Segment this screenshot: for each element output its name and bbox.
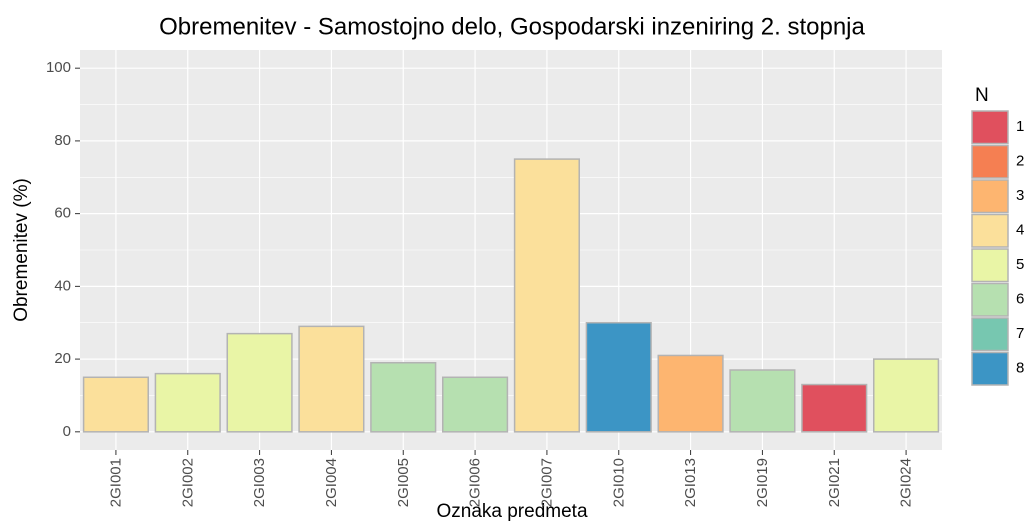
x-tick-label: 2GI004 bbox=[323, 458, 340, 507]
legend-key bbox=[971, 144, 1009, 179]
y-tick-label: 80 bbox=[54, 132, 71, 149]
y-tick-label: 40 bbox=[54, 277, 71, 294]
legend-label: 8 bbox=[1016, 360, 1024, 377]
legend-key bbox=[971, 282, 1009, 317]
y-axis-title: Obremenitev (%) bbox=[11, 178, 32, 322]
x-tick-label: 2GI002 bbox=[179, 458, 196, 507]
bar bbox=[226, 332, 293, 433]
bar bbox=[585, 321, 652, 433]
x-tick-label: 2GI021 bbox=[826, 458, 843, 507]
x-tick-label: 2GI019 bbox=[754, 458, 771, 507]
legend-key bbox=[971, 110, 1009, 145]
x-tick-label: 2GI001 bbox=[107, 458, 124, 507]
x-tick-label: 2GI006 bbox=[467, 458, 484, 507]
x-tick-label: 2GI013 bbox=[682, 458, 699, 507]
y-tick-label: 60 bbox=[54, 205, 71, 222]
x-tick-label: 2GI024 bbox=[898, 458, 915, 507]
legend-label: 6 bbox=[1016, 291, 1024, 308]
legend-key bbox=[971, 317, 1009, 352]
legend-key bbox=[971, 213, 1009, 248]
legend-key bbox=[971, 248, 1009, 283]
legend-label: 3 bbox=[1016, 187, 1024, 204]
bar bbox=[370, 361, 437, 433]
y-tick-label: 20 bbox=[54, 350, 71, 367]
legend-label: 4 bbox=[1016, 222, 1024, 239]
legend-key bbox=[971, 179, 1009, 214]
legend-label: 7 bbox=[1016, 325, 1024, 342]
x-axis-title: Oznaka predmeta bbox=[436, 501, 587, 522]
bar bbox=[298, 325, 365, 433]
bar bbox=[154, 372, 221, 433]
y-tick-label: 0 bbox=[63, 423, 71, 440]
legend-key bbox=[971, 351, 1009, 386]
x-tick-label: 2GI003 bbox=[251, 458, 268, 507]
x-tick-label: 2GI010 bbox=[610, 458, 627, 507]
x-tick-label: 2GI007 bbox=[538, 458, 555, 507]
chart-title: Obremenitev - Samostojno delo, Gospodars… bbox=[159, 13, 865, 40]
x-tick-label: 2GI005 bbox=[395, 458, 412, 507]
legend-title: N bbox=[975, 85, 989, 106]
y-tick-label: 100 bbox=[46, 59, 71, 76]
bar bbox=[513, 158, 580, 433]
legend-label: 2 bbox=[1016, 153, 1024, 170]
bar bbox=[82, 376, 149, 433]
bar bbox=[801, 383, 868, 433]
legend-label: 5 bbox=[1016, 256, 1024, 273]
bar bbox=[657, 354, 724, 433]
legend-label: 1 bbox=[1016, 118, 1024, 135]
bar bbox=[442, 376, 509, 433]
bar bbox=[729, 369, 796, 433]
bar bbox=[873, 358, 940, 433]
